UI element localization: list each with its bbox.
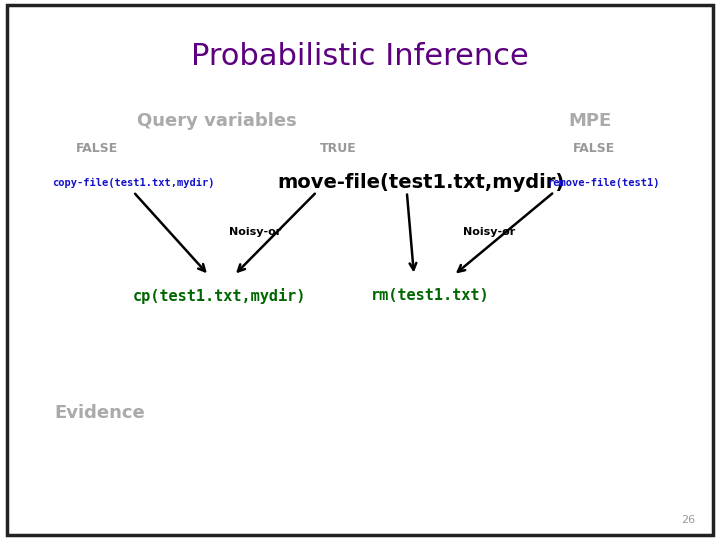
Text: Noisy-or: Noisy-or — [230, 227, 282, 237]
Text: Evidence: Evidence — [54, 404, 145, 422]
Text: move-file(test1.txt,mydir): move-file(test1.txt,mydir) — [277, 173, 564, 192]
Text: MPE: MPE — [569, 112, 612, 131]
Text: Probabilistic Inference: Probabilistic Inference — [191, 42, 529, 71]
Text: copy-file(test1.txt,mydir): copy-file(test1.txt,mydir) — [52, 178, 215, 187]
Text: remove-file(test1): remove-file(test1) — [547, 178, 660, 187]
Text: Noisy-or: Noisy-or — [464, 227, 516, 237]
Text: cp(test1.txt,mydir): cp(test1.txt,mydir) — [133, 288, 306, 304]
Text: FALSE: FALSE — [573, 142, 615, 155]
Text: 26: 26 — [680, 515, 695, 525]
Text: TRUE: TRUE — [320, 142, 357, 155]
Text: Query variables: Query variables — [137, 112, 297, 131]
Text: rm(test1.txt): rm(test1.txt) — [372, 288, 490, 303]
Text: FALSE: FALSE — [76, 142, 118, 155]
FancyBboxPatch shape — [7, 5, 713, 535]
